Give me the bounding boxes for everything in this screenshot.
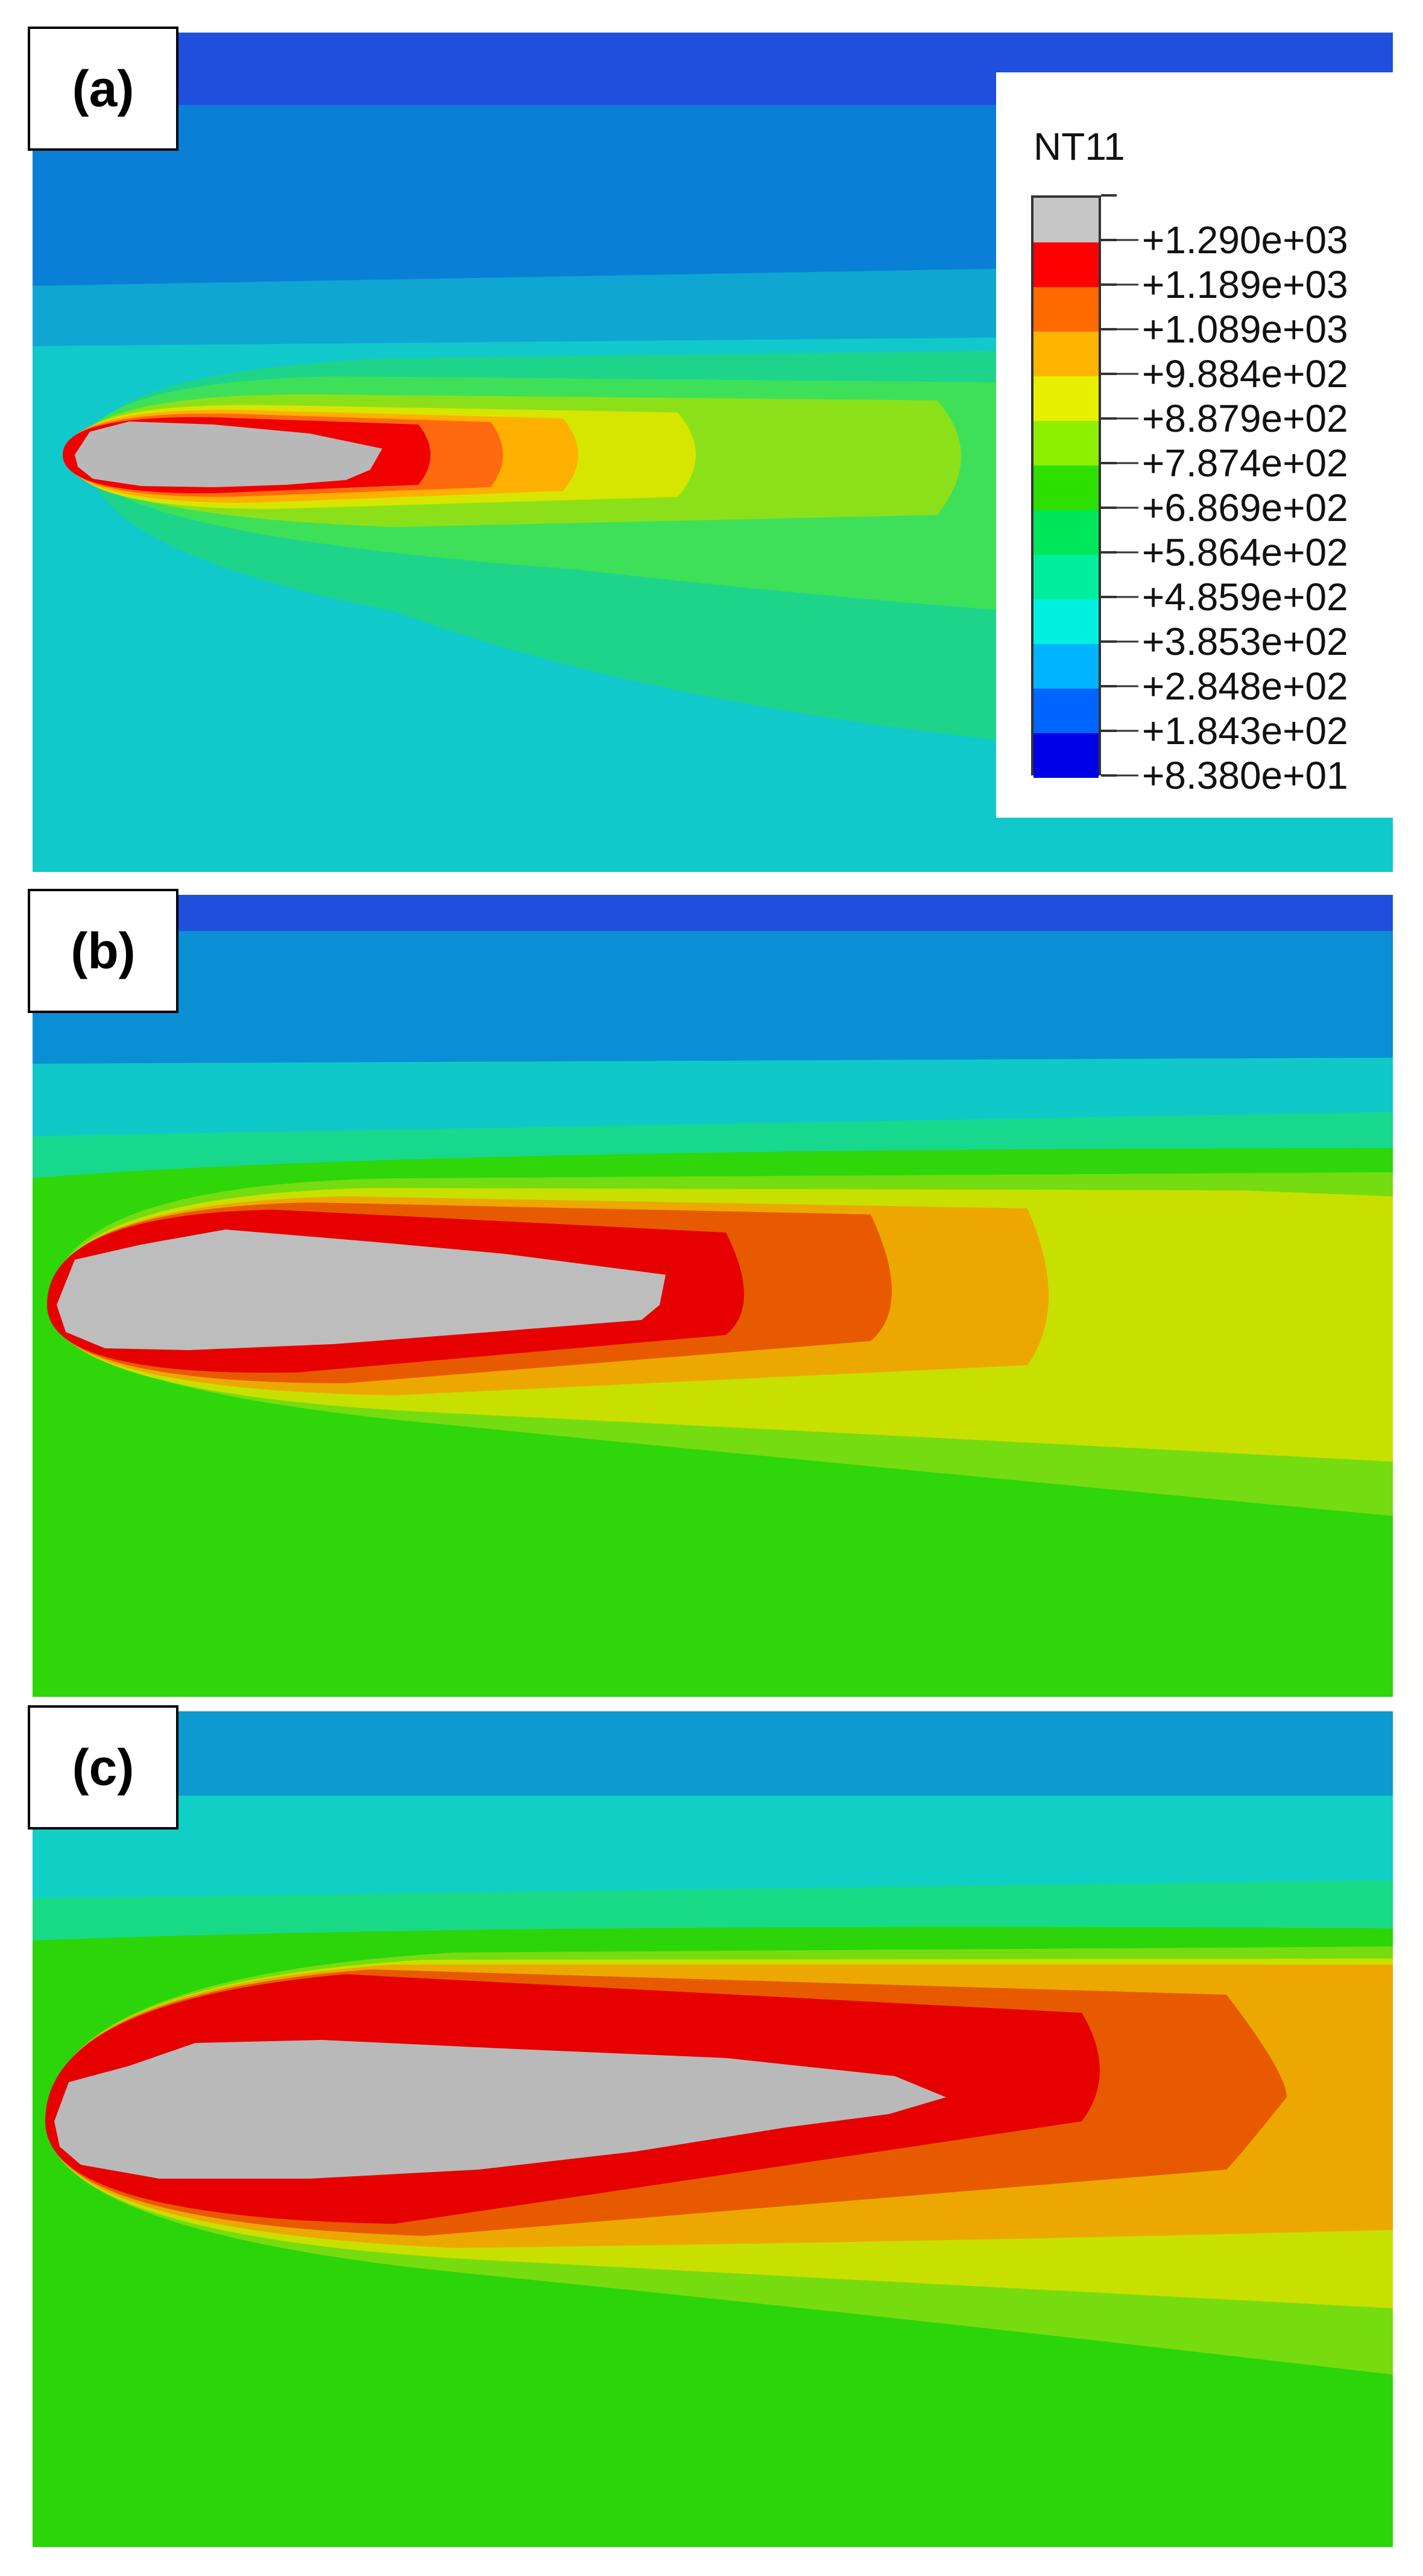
legend-swatch [1033, 332, 1099, 376]
legend-swatch [1033, 555, 1099, 599]
band-upper [33, 931, 1393, 1064]
temperature-contour-b [33, 895, 1393, 1697]
legend-label: +1.843e+02 [1142, 709, 1348, 753]
legend-ticks [1101, 194, 1138, 777]
panel-b: (b) [28, 889, 1393, 1697]
legend-swatch [1033, 242, 1099, 287]
panel-a-label: (a) [28, 27, 178, 151]
legend-label: +6.869e+02 [1142, 486, 1348, 529]
legend-label: +1.189e+03 [1142, 263, 1348, 306]
legend-label: +1.290e+03 [1142, 218, 1348, 262]
panel-b-label: (b) [28, 889, 178, 1013]
legend-colorbar [1031, 195, 1101, 778]
legend-swatch [1033, 689, 1099, 733]
legend-swatch [1033, 287, 1099, 332]
temperature-contour-c [33, 1711, 1393, 2547]
legend: NT11 [996, 72, 1423, 818]
panel-c-label: (c) [28, 1705, 178, 1829]
legend-label: +4.859e+02 [1142, 575, 1348, 619]
legend-swatch [1033, 376, 1099, 421]
legend-label: +8.879e+02 [1142, 397, 1348, 440]
legend-label: +3.853e+02 [1142, 620, 1348, 663]
legend-swatch [1033, 733, 1099, 778]
legend-swatch [1033, 510, 1099, 555]
legend-label: +5.864e+02 [1142, 531, 1348, 574]
legend-swatch [1033, 466, 1099, 510]
melt-pool-c [54, 2040, 946, 2179]
legend-swatch [1033, 599, 1099, 644]
panel-a: (a) NT11 [28, 27, 1423, 872]
legend-title: NT11 [1033, 125, 1125, 168]
legend-swatch [1033, 198, 1099, 242]
legend-label: +9.884e+02 [1142, 352, 1348, 396]
melt-pool-a [75, 421, 382, 487]
legend-label: +8.380e+01 [1142, 754, 1348, 797]
legend-swatch [1033, 421, 1099, 466]
panel-c: (c) [28, 1705, 1393, 2547]
band-top [33, 895, 1393, 931]
legend-label: +1.089e+03 [1142, 308, 1348, 351]
legend-label: +7.874e+02 [1142, 441, 1348, 485]
legend-label: +2.848e+02 [1142, 665, 1348, 708]
melt-pool-b [57, 1230, 666, 1350]
legend-swatch [1033, 644, 1099, 689]
band-upper [33, 1711, 1393, 1796]
